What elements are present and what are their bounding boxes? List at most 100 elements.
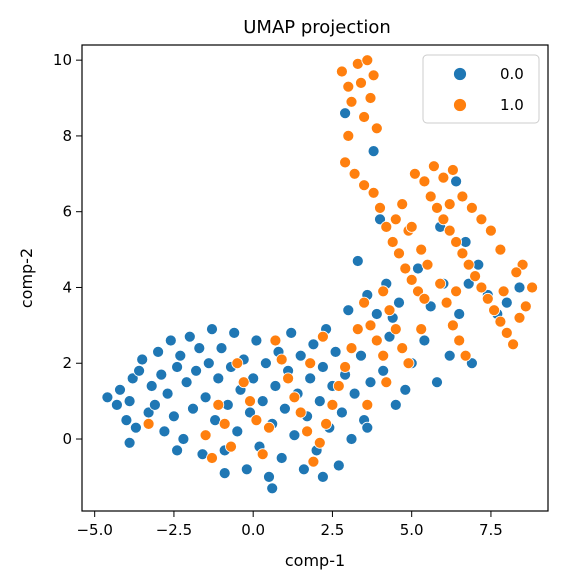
data-point-series-0-22 [183,330,196,343]
data-point-series-1-77 [307,455,320,468]
data-point-series-0-74 [348,387,361,400]
data-point-series-0-80 [367,145,380,158]
x-tick-label: 7.5 [479,521,503,539]
data-point-series-1-96 [316,330,329,343]
data-point-series-1-24 [431,201,443,214]
data-point-series-1-39 [526,281,538,294]
y-tick-label: 8 [62,127,72,145]
data-point-series-1-72 [339,361,352,373]
data-point-series-0-110 [361,421,374,434]
data-point-series-0-73 [345,433,358,445]
data-point-series-0-15 [161,387,174,400]
y-axis-label: comp-2 [17,248,36,308]
data-point-series-0-46 [259,357,272,370]
data-point-series-1-95 [142,417,155,430]
data-point-series-1-94 [199,429,212,442]
data-point-series-0-20 [177,433,190,445]
data-point-series-1-70 [351,323,364,336]
data-point-series-1-18 [393,247,405,260]
data-point-series-0-93 [431,376,443,389]
x-tick-label: 5.0 [400,521,424,539]
data-point-series-1-88 [237,376,250,389]
data-point-series-0-29 [206,323,218,336]
y-tick-label: 10 [53,51,72,69]
data-point-series-1-50 [494,243,507,256]
x-tick-label: 0.0 [241,521,265,539]
data-point-series-0-11 [148,398,161,411]
data-point-series-1-68 [370,334,383,347]
data-point-series-0-24 [190,364,203,377]
data-point-series-0-81 [370,308,383,320]
data-point-series-0-8 [136,353,149,366]
data-point-series-1-38 [519,300,532,313]
y-tick-label: 0 [62,430,72,448]
data-point-series-1-78 [301,425,314,438]
data-point-series-1-58 [446,319,459,332]
data-point-series-0-75 [351,255,364,267]
legend: 0.0 1.0 [422,54,540,124]
data-point-series-0-70 [335,406,348,419]
data-point-series-1-64 [396,342,409,355]
data-point-series-0-43 [250,334,263,347]
data-point-series-0-12 [152,345,165,358]
data-point-series-1-74 [326,398,339,411]
data-point-series-0-82 [374,213,386,226]
data-point-series-0-83 [377,364,390,377]
data-point-series-1-46 [456,190,469,203]
data-point-series-1-12 [348,167,361,180]
data-point-series-1-10 [342,129,355,142]
chart-title: UMAP projection [243,17,391,38]
data-point-series-0-47 [263,470,275,483]
data-point-series-1-73 [332,380,345,392]
data-point-series-1-15 [374,201,386,214]
data-point-series-0-4 [123,395,136,408]
data-point-series-0-112 [462,277,475,290]
data-point-series-0-19 [174,349,187,362]
data-point-series-1-99 [380,376,393,389]
data-point-series-1-36 [507,338,519,351]
data-point-series-1-60 [459,349,472,362]
data-point-series-1-28 [456,247,469,260]
data-point-series-1-30 [469,270,482,283]
data-point-series-1-69 [377,349,390,362]
data-point-series-0-58 [297,463,310,476]
data-point-series-1-29 [462,258,475,271]
data-point-series-1-83 [269,334,282,347]
data-point-series-0-87 [393,296,405,309]
data-point-series-1-97 [304,357,317,370]
legend-label-series-0: 0.0 [500,65,524,83]
data-point-series-0-23 [187,402,199,415]
data-point-series-1-81 [282,372,295,385]
data-point-series-1-7 [364,92,377,104]
data-point-series-1-4 [355,77,367,89]
data-point-series-1-49 [484,224,497,237]
data-point-series-1-43 [427,160,440,173]
data-point-series-1-62 [383,304,396,317]
y-tick-label: 6 [62,203,72,221]
data-point-series-0-104 [513,281,526,294]
y-tick-label: 2 [62,354,72,372]
data-point-series-0-99 [465,357,478,370]
data-point-series-0-5 [126,372,139,385]
data-point-series-0-31 [212,372,225,385]
data-point-series-1-45 [446,164,459,176]
data-point-series-1-105 [443,198,456,211]
data-point-series-0-17 [167,410,180,423]
data-point-series-0-13 [155,368,168,381]
data-point-series-1-75 [320,417,333,430]
data-point-series-1-61 [377,285,390,298]
data-point-series-0-1 [111,398,123,411]
x-tick-label: −5.0 [76,521,112,539]
data-point-series-1-2 [345,95,358,108]
data-point-series-1-19 [399,262,412,275]
data-point-series-1-34 [494,315,507,328]
data-point-series-1-14 [367,186,380,199]
data-point-series-1-86 [250,414,263,427]
data-point-series-1-47 [465,201,478,214]
data-point-series-0-25 [193,342,206,355]
data-point-series-0-88 [399,383,412,396]
data-point-series-0-0 [101,391,114,404]
data-point-series-1-93 [206,452,218,464]
data-point-series-0-86 [389,398,402,411]
data-point-series-0-61 [307,338,320,351]
